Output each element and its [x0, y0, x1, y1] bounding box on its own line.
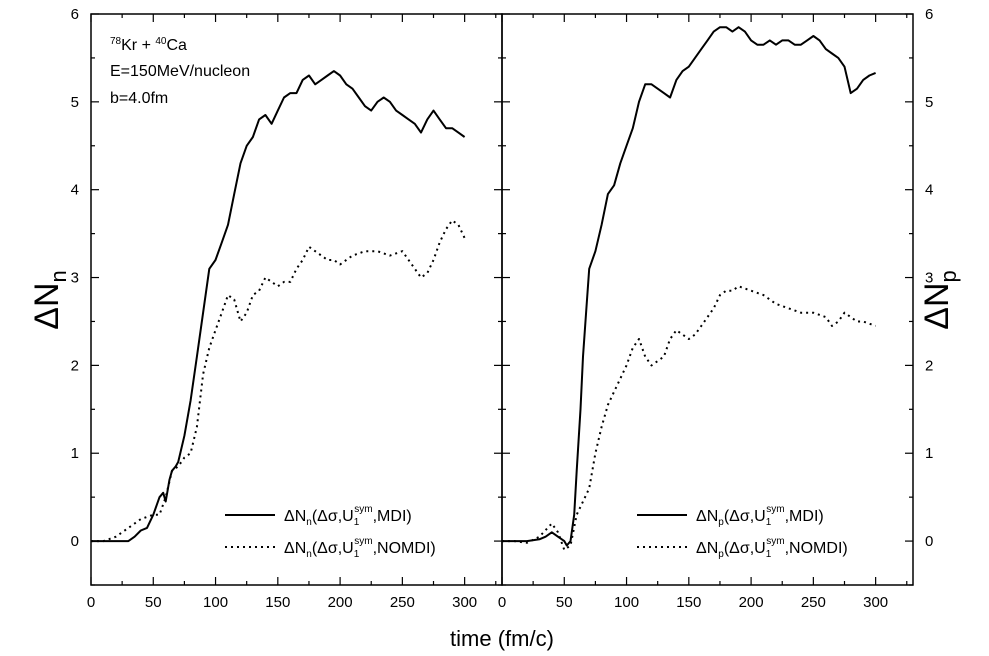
y-tick-label-left: 6 — [71, 6, 79, 23]
x-tick-label-left: 300 — [452, 594, 477, 611]
y-tick-label-right: 0 — [925, 533, 933, 550]
right-legend-item-nomdi: ΔNp(Δσ,U1sym,NOMDI) — [696, 536, 848, 560]
x-tick-label-left: 0 — [87, 594, 95, 611]
y-tick-label-right: 2 — [925, 357, 933, 374]
impact-parameter-label: b=4.0fm — [110, 90, 168, 107]
series-line-right-nomdi — [502, 285, 876, 551]
x-tick-label-right: 0 — [498, 594, 506, 611]
series-line-left-mdi — [91, 70, 466, 543]
x-tick-label-right: 100 — [614, 594, 639, 611]
y-tick-label-right: 3 — [925, 270, 933, 287]
x-tick-label-left: 150 — [265, 594, 290, 611]
left-legend-item-nomdi: ΔNn(Δσ,U1sym,NOMDI) — [284, 536, 436, 560]
y-tick-label-left: 5 — [71, 94, 79, 111]
left-legend-item-mdi: ΔNn(Δσ,U1sym,MDI) — [284, 504, 412, 528]
series-lines — [91, 26, 876, 551]
y-tick-label-right: 1 — [925, 445, 933, 462]
y-tick-label-left: 2 — [71, 357, 79, 374]
reaction-label: 78Kr + 40Ca — [110, 36, 187, 54]
right-legend: ΔNp(Δσ,U1sym,MDI) ΔNp(Δσ,U1sym,NOMDI) — [637, 504, 848, 560]
x-tick-label-right: 300 — [863, 594, 888, 611]
x-tick-label-right: 150 — [676, 594, 701, 611]
y-tick-label-left: 4 — [71, 182, 79, 199]
y-tick-label-right: 5 — [925, 94, 933, 111]
y-tick-label-left: 1 — [71, 445, 79, 462]
left-y-axis-title: ΔNn — [28, 270, 71, 330]
x-tick-label-right: 250 — [801, 594, 826, 611]
y-tick-label-left: 3 — [71, 270, 79, 287]
right-legend-item-mdi: ΔNp(Δσ,U1sym,MDI) — [696, 504, 824, 528]
y-tick-label-right: 6 — [925, 6, 933, 23]
x-tick-label-left: 100 — [203, 594, 228, 611]
right-y-axis-title: ΔNp — [918, 270, 961, 330]
x-tick-label-right: 50 — [556, 594, 573, 611]
y-tick-label-right: 4 — [925, 182, 933, 199]
x-tick-label-left: 200 — [328, 594, 353, 611]
series-line-left-nomdi — [91, 219, 466, 543]
x-tick-label-right: 200 — [739, 594, 764, 611]
x-tick-label-left: 250 — [390, 594, 415, 611]
left-legend: ΔNn(Δσ,U1sym,MDI) ΔNn(Δσ,U1sym,NOMDI) — [225, 504, 436, 560]
energy-label: E=150MeV/nucleon — [110, 63, 250, 80]
x-axis-title: time (fm/c) — [450, 626, 554, 651]
right-panel-frame — [501, 13, 914, 586]
y-tick-label-left: 0 — [71, 533, 79, 550]
series-line-right-mdi — [502, 26, 876, 547]
x-tick-label-left: 50 — [145, 594, 162, 611]
